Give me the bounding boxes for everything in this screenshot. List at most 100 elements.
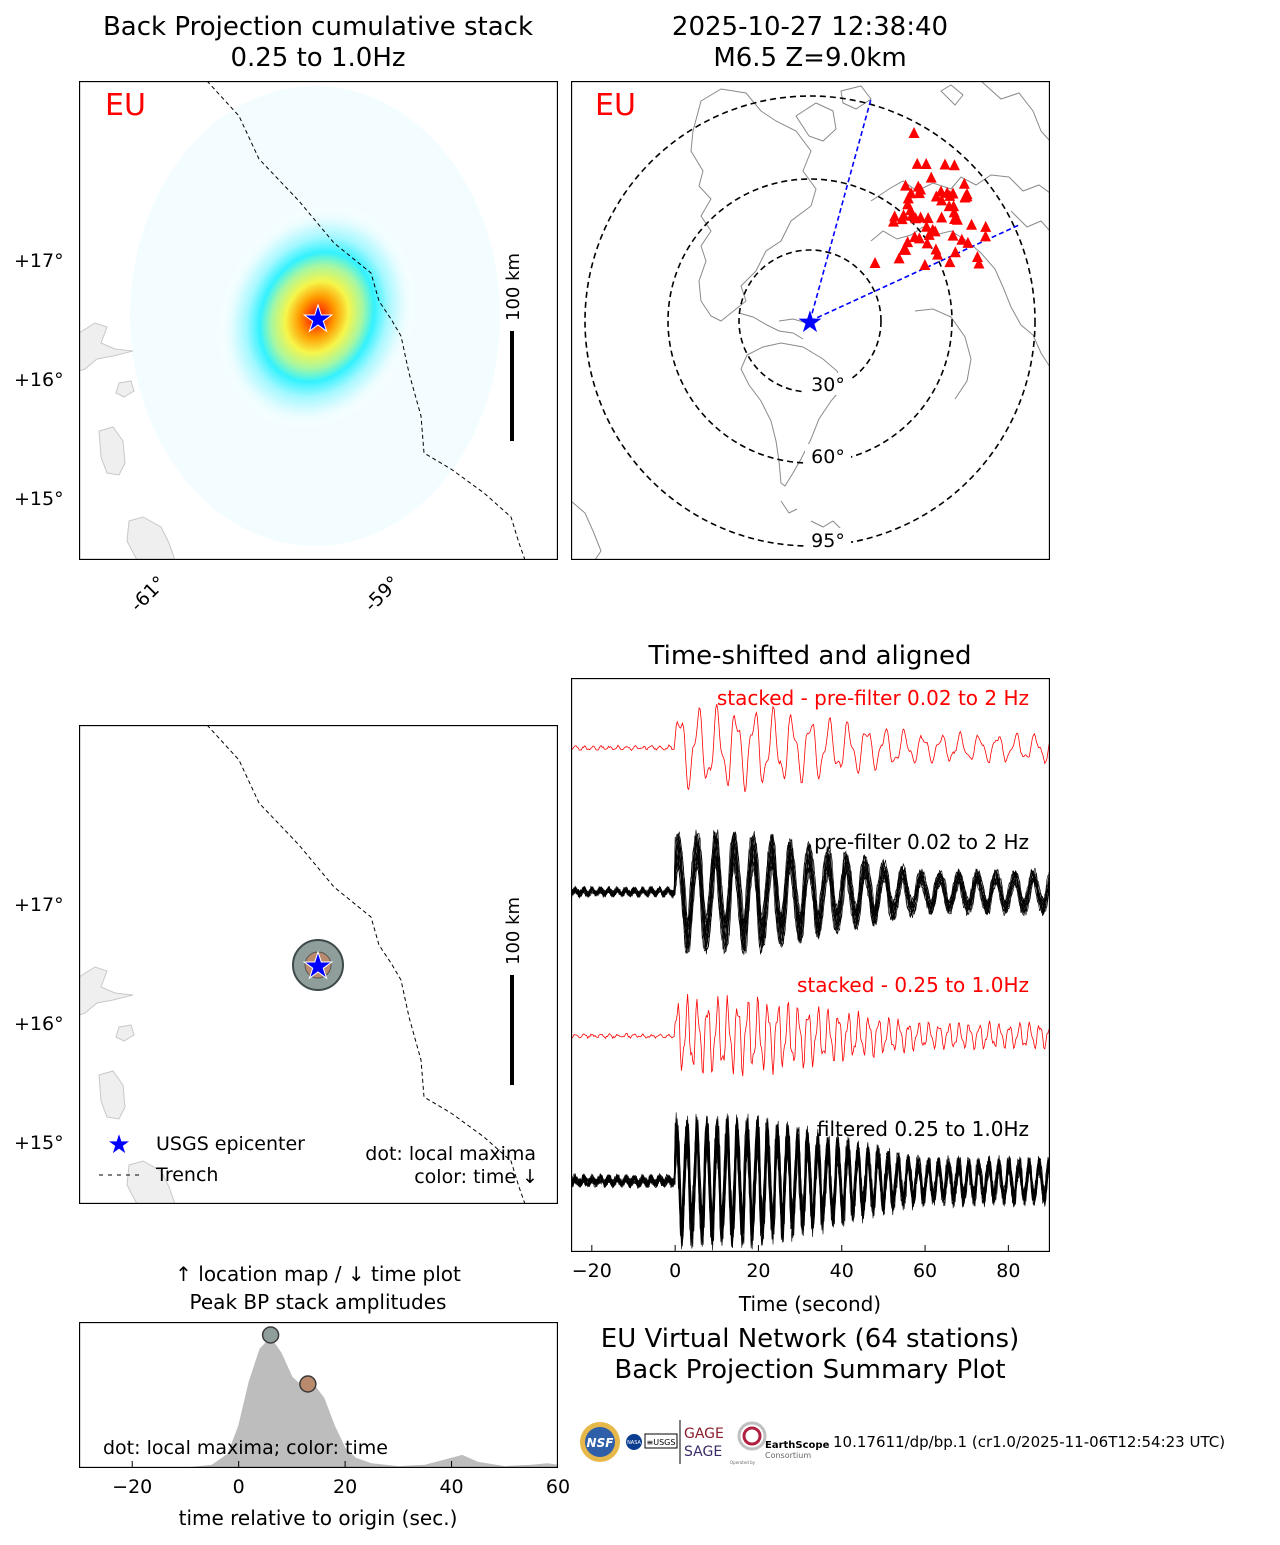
traces-x-tick-label: 80 [996,1260,1021,1282]
station-triangle [948,206,960,218]
legend-trench-label: Trench [155,1164,218,1186]
station-triangle [869,257,881,268]
ring-label-30: 30° [811,374,845,396]
station-triangle [943,200,955,212]
island-marie-galante [115,380,135,398]
peak-note: dot: local maxima; color: time [103,1437,388,1459]
maxima-lat-tick-17: +17° [14,894,64,916]
station-triangle [973,257,985,269]
event-title: 2025-10-27 12:38:40 M6.5 Z=9.0km [570,12,1050,74]
svg-text:Operated by: Operated by [730,1460,756,1465]
ring-label-95: 95° [811,530,845,552]
coastlines [571,81,1050,560]
earthscope-logo-icon: Operated by EarthScope Consortium [730,1421,830,1465]
maxima-scale-label: 100 km [503,897,524,965]
station-triangle [904,204,916,216]
station-triangle [941,186,953,198]
station-triangle [902,236,914,248]
trace-line [571,1113,1050,1249]
peak-maxima-dots [261,1326,317,1393]
svg-text:NSF: NSF [587,1436,615,1450]
station-triangle [951,213,963,225]
station-triangles [869,127,992,270]
peak-title-line1: ↑ location map / ↓ time plot [175,1262,461,1286]
bp-energy-blob [218,205,416,429]
bp-lat-tick-15: +15° [14,488,64,510]
peak-title: ↑ location map / ↓ time plot Peak BP sta… [78,1260,558,1316]
summary-line1: EU Virtual Network (64 stations) [600,1324,1020,1354]
maxima-epicenter-star: ★ [302,946,334,987]
maxima-note-line1: dot: local maxima [365,1143,536,1165]
peak-x-tick-label: 0 [232,1476,245,1498]
traces-x-tick-label: 60 [912,1260,938,1282]
station-triangle [908,127,920,138]
great-circle-paths [809,98,1020,322]
bp-title-line2: 0.25 to 1.0Hz [230,43,406,73]
sage-logo: SAGE [684,1444,722,1460]
station-triangle [912,180,924,192]
svg-text:Consortium: Consortium [765,1451,811,1460]
ring-label-60: 60° [811,446,845,468]
maxima-lat-tick-15: +15° [14,1132,64,1154]
station-triangle [900,179,912,191]
peak-x-tick-label: 60 [545,1476,571,1498]
trace-line [571,830,1050,954]
station-triangle [920,157,932,169]
svg-text:≡USGS: ≡USGS [647,1438,676,1447]
legend-epicenter-label: USGS epicenter [156,1133,305,1155]
traces-plot: stacked - pre-filter 0.02 to 2 Hz pre-fi… [571,678,1050,1252]
bp-lon-tick-59: -59° [360,571,405,617]
trace-label-filtered: filtered 0.25 to 1.0Hz [817,1117,1029,1141]
station-triangle [911,157,923,169]
station-triangle [939,158,951,170]
summary-title: EU Virtual Network (64 stations) Back Pr… [570,1324,1050,1386]
trench-line [206,81,526,560]
bp-stack-map: EU 100 km ★ [79,81,558,560]
bp-lat-tick-17: +17° [14,250,64,272]
island-marie-galante [115,1024,135,1042]
bp-lat-tick-16: +16° [14,369,64,391]
island-dominica [98,426,126,476]
station-triangle [971,251,983,263]
event-date: 2025-10-27 12:38:40 [671,12,949,42]
citation: 10.17611/dp/bp.1 (cr1.0/2025-11-06T12:54… [833,1433,1226,1451]
station-triangle [961,188,973,200]
station-triangle [935,185,947,197]
station-triangle [980,220,992,232]
svg-text:EarthScope: EarthScope [765,1440,830,1451]
peak-maxima-dot [261,1326,280,1344]
island-guadeloupe [79,322,134,372]
peak-title-line2: Peak BP stack amplitudes [189,1290,447,1314]
station-triangle [958,177,970,189]
maxima-dot-late [304,951,332,979]
station-epicenter-star: ★ [797,305,824,340]
station-triangle [956,233,968,245]
peak-maxima-dot [299,1375,317,1393]
station-triangle [944,256,956,268]
summary-line2: Back Projection Summary Plot [614,1355,1006,1385]
bp-epicenter-star: ★ [302,299,334,340]
peak-amplitude-plot: dot: local maxima; color: time [79,1322,558,1468]
maxima-note-line2: color: time ↓ [414,1166,538,1188]
peak-xlabel: time relative to origin (sec.) [178,1506,458,1530]
station-triangle [921,237,933,249]
event-magnitude: M6.5 Z=9.0km [713,43,907,73]
nasa-logo-icon: NASA [626,1434,642,1450]
trace-label-prefilter: pre-filter 0.02 to 2 Hz [814,830,1029,854]
trace-lines [571,704,1050,1251]
peak-x-ticks: −20 0 20 40 60 [79,1468,570,1498]
sponsor-logos: NSF NASA ≡USGS GAGE SAGE Operated by Ear… [580,1420,830,1465]
trace-line [571,1114,1050,1246]
traces-x-tick-label: 40 [829,1260,854,1282]
trench-line [206,725,526,1204]
station-triangle [962,236,974,248]
station-triangle [910,212,922,224]
bp-title-line1: Back Projection cumulative stack [102,12,534,42]
peak-area [79,1337,558,1468]
station-triangle [927,223,939,235]
station-triangle [966,218,978,230]
gage-logo: GAGE [684,1426,724,1442]
station-triangle [922,212,934,224]
island-martinique [126,1160,176,1204]
bp-network-label: EU [105,88,146,123]
